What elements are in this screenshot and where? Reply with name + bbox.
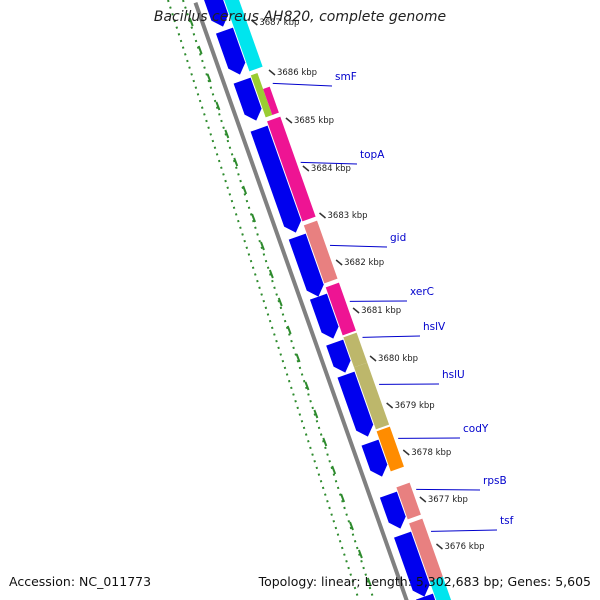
kbp-ruler: 3687 kbp 3686 kbp 3685 kbp 3684 kbp 3683 kbp…: [250, 18, 485, 552]
gene-label-connector: [416, 488, 481, 491]
forward-cds-arrow: [309, 293, 339, 339]
dotted-track-dash: [304, 381, 310, 391]
kbp-tick-label: 3676 kbp: [444, 542, 484, 552]
kbp-tick: [402, 449, 410, 456]
gene-label: xerC: [410, 286, 434, 298]
colored-feature-khaki: [354, 362, 390, 430]
forward-cds-arrow: [204, 0, 229, 27]
accession-label: Accession: NC_011773: [9, 574, 151, 589]
kbp-tick: [369, 355, 377, 362]
forward-cds-arrow: [250, 125, 302, 233]
kbp-tick-label: 3678 kbp: [411, 448, 451, 458]
kbp-tick-label: 3679 kbp: [395, 401, 435, 411]
kbp-tick: [285, 117, 293, 124]
forward-cds-arrow: [361, 439, 388, 477]
dotted-track-dash: [242, 185, 248, 195]
gene-label: topA: [360, 149, 385, 161]
forward-cds-track: [204, 0, 436, 600]
dotted-track-dash: [331, 465, 337, 475]
dotted-track-dash: [268, 269, 274, 279]
colored-feature-orange: [376, 426, 404, 472]
kbp-tick: [419, 496, 427, 503]
genome-title: Bacillus cereus AH820, complete genome: [153, 9, 447, 25]
dotted-track-dash: [366, 577, 372, 587]
dotted-track-dash: [349, 521, 354, 531]
dotted-track-dash: [233, 157, 239, 167]
gene-label: tsf: [500, 515, 514, 527]
dotted-track-dash: [260, 241, 265, 251]
kbp-tick: [352, 307, 360, 314]
kbp-tick-label: 3685 kbp: [294, 116, 334, 126]
kbp-tick-label: 3682 kbp: [344, 258, 384, 268]
dotted-track-dash: [197, 45, 203, 55]
dotted-track-dash: [313, 409, 319, 419]
kbp-tick-label: 3687 kbp: [259, 18, 299, 28]
accession-text: Accession: NC_011773: [9, 574, 152, 589]
colored-feature-magenta: [263, 86, 279, 116]
dotted-tracks: [167, 0, 375, 600]
gene-label-connector: [329, 244, 388, 248]
dotted-track-dash: [322, 437, 328, 447]
dotted-track-dash: [188, 17, 194, 27]
kbp-tick: [319, 212, 326, 219]
gene-label-connector: [362, 335, 421, 338]
dotted-track-dash: [206, 73, 212, 83]
forward-cds-arrow: [337, 371, 374, 437]
kbp-tick-label: 3684 kbp: [311, 164, 351, 174]
dotted-track-dash: [295, 353, 301, 363]
topology-label: Topology: linear; Length: 5,302,683 bp; …: [259, 574, 591, 589]
gene-label-connector: [300, 161, 358, 165]
gene-label-connector: [272, 82, 333, 87]
dotted-track-dash: [251, 213, 256, 223]
dotted-track-dash: [286, 325, 292, 335]
forward-cds-arrow: [233, 77, 262, 121]
kbp-tick-label: 3681 kbp: [361, 306, 401, 316]
forward-cds-arrow: [379, 491, 406, 529]
kbp-tick-label: 3677 kbp: [428, 495, 468, 505]
colored-feature-salmon: [409, 518, 443, 582]
kbp-tick: [435, 543, 443, 550]
forward-cds-arrow: [394, 531, 430, 597]
forward-cds-arrow: [415, 593, 436, 600]
gene-label: hslV: [423, 321, 446, 333]
gene-labels: smF topA gid xerC hslV hslU codY rpsB tsf: [272, 71, 514, 532]
gene-label: rpsB: [483, 475, 507, 487]
kbp-tick: [302, 165, 310, 172]
backbone-line: [193, 1, 409, 600]
colored-feature-track: [224, 0, 452, 600]
kbp-tick: [386, 402, 394, 409]
colored-feature-magenta: [267, 116, 316, 222]
topology-text: Topology: linear; Length: 5,302,683 bp; …: [258, 574, 591, 589]
forward-cds-arrow: [288, 233, 324, 297]
kbp-tick-label: 3680 kbp: [378, 354, 418, 364]
colored-feature-cyan: [429, 576, 452, 600]
dotted-track-dash: [357, 549, 363, 559]
dotted-track-dash: [340, 493, 346, 503]
colored-feature-khaki: [343, 332, 368, 368]
dotted-track-dash: [277, 297, 283, 307]
gene-label: smF: [335, 71, 357, 83]
inner-dotted-track: [182, 0, 375, 600]
kbp-tick: [268, 69, 276, 76]
forward-cds-arrow: [215, 27, 246, 75]
dotted-track-dash: [224, 129, 230, 139]
colored-feature-magenta: [325, 282, 356, 336]
colored-feature-cyan: [224, 0, 263, 72]
forward-cds-arrow: [326, 339, 351, 373]
gene-label: gid: [390, 232, 406, 244]
dotted-track-dash: [215, 101, 221, 111]
gene-label: hslU: [442, 369, 465, 381]
kbp-tick: [250, 19, 258, 26]
colored-feature-yellowgreen: [250, 73, 273, 118]
gene-label-connector: [431, 529, 498, 532]
colored-feature-salmon: [396, 482, 421, 520]
backbone: [193, 1, 409, 600]
kbp-tick: [335, 259, 343, 266]
kbp-tick-label: 3683 kbp: [328, 211, 368, 221]
colored-feature-salmon: [303, 220, 338, 284]
gene-label: codY: [463, 423, 489, 435]
kbp-tick-label: 3686 kbp: [277, 68, 317, 78]
